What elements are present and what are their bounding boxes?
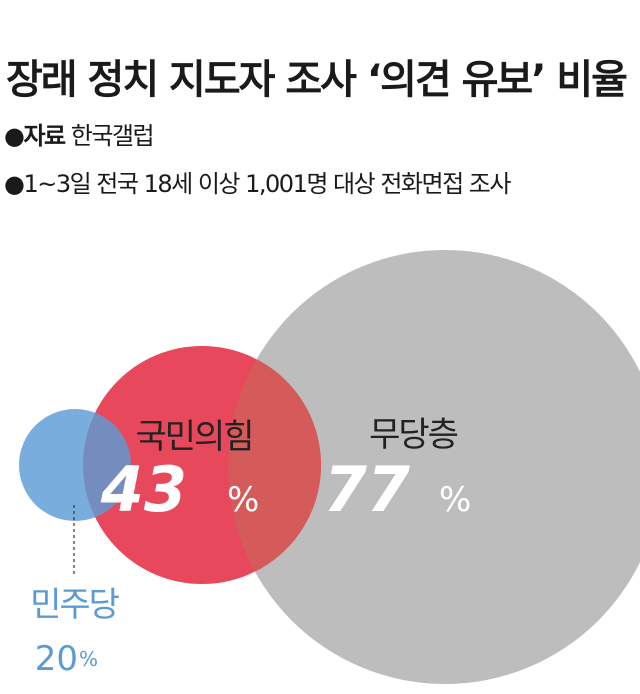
- label-independents-unit: %: [439, 480, 471, 520]
- note-bullet: ●: [4, 170, 25, 198]
- source-line: ●자료 한국갤럽: [4, 122, 155, 150]
- label-ppp-name: 국민의힘: [135, 417, 252, 457]
- source-label: 자료: [23, 122, 66, 150]
- label-independents-name: 무당층: [369, 415, 458, 455]
- label-democratic-value: 20: [35, 639, 78, 679]
- circle-democratic: [19, 409, 131, 521]
- label-independents-value: 77: [324, 453, 411, 526]
- survey-note-line: ●1~3일 전국 18세 이상 1,001명 대상 전화면접 조사: [4, 170, 511, 198]
- label-ppp-value: 43: [100, 453, 187, 526]
- chart-title: 장래 정치 지도자 조사 ‘의견 유보’ 비율: [6, 57, 628, 103]
- survey-note: 1~3일 전국 18세 이상 1,001명 대상 전화면접 조사: [23, 170, 511, 198]
- label-ppp-unit: %: [227, 480, 259, 520]
- source-bullet: ●: [4, 122, 25, 150]
- label-democratic-unit: %: [79, 647, 98, 671]
- label-democratic-name: 민주당: [30, 585, 120, 625]
- source-value: 한국갤럽: [70, 122, 155, 150]
- circle-independents: [228, 250, 640, 684]
